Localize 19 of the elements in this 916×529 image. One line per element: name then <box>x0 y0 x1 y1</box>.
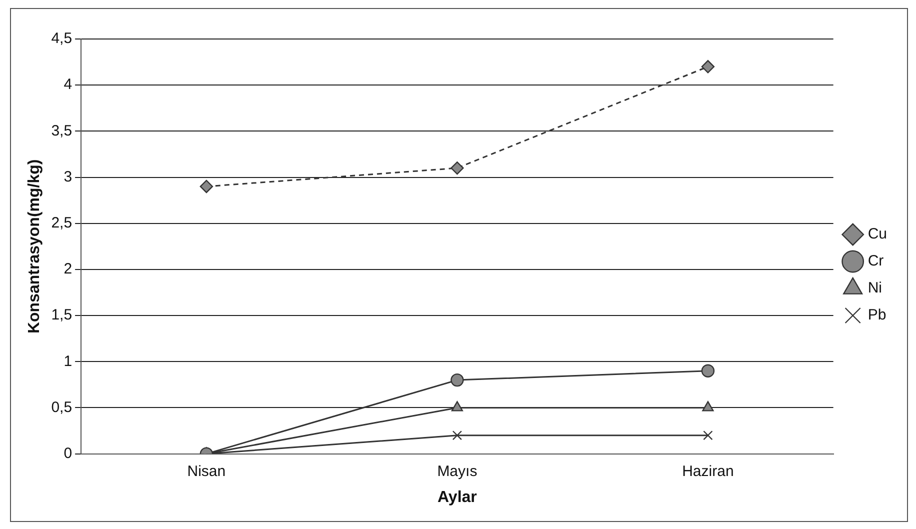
y-tick-label: 0 <box>64 444 72 462</box>
x-tick-label: Mayıs <box>437 462 478 480</box>
x-axis-title: Aylar <box>437 488 477 506</box>
y-tick-label: 2 <box>64 260 72 278</box>
x-tick-label: Haziran <box>682 462 734 480</box>
y-tick-label: 1,5 <box>51 306 72 324</box>
y-tick-label: 0,5 <box>51 398 72 416</box>
legend-label: Pb <box>868 306 886 324</box>
y-tick-label: 4,5 <box>51 30 72 48</box>
y-tick-label: 3 <box>64 168 72 186</box>
legend-label: Ni <box>868 280 882 297</box>
x-tick-label: Nisan <box>187 462 226 480</box>
y-tick-label: 2,5 <box>51 214 72 232</box>
legend-label: Cu <box>868 226 888 243</box>
y-axis-title: Konsantrasyon(mg/kg) <box>26 159 44 334</box>
y-tick-label: 4 <box>64 76 72 94</box>
y-tick-label: 1 <box>64 352 72 370</box>
y-tick-label: 3,5 <box>51 122 72 140</box>
legend-label: Cr <box>868 252 884 270</box>
